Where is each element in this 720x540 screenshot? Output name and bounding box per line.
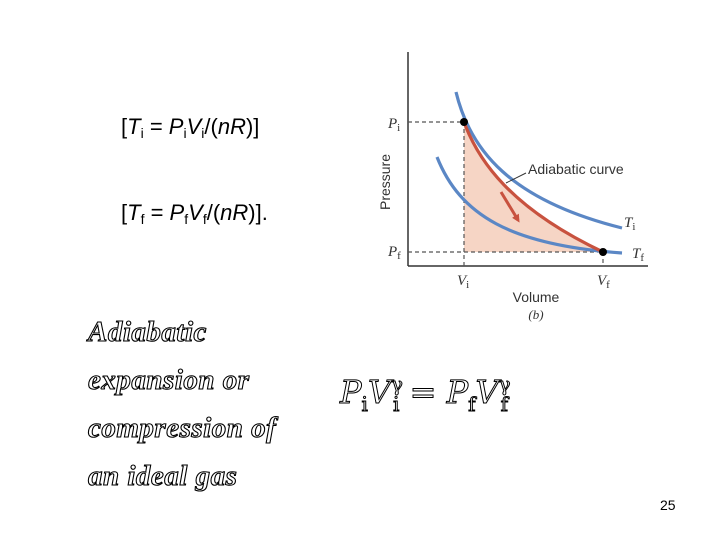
caption-line: an ideal gas — [87, 459, 238, 492]
vf-label: Vf — [597, 273, 610, 291]
temperature-symbol: T — [127, 200, 141, 225]
ti-label: Ti — [624, 215, 635, 233]
volume-symbol: V — [188, 200, 203, 225]
initial-state-point — [460, 118, 468, 126]
adiabatic-curve-label: Adiabatic curve — [528, 161, 624, 177]
caption: Adiabatic expansion or compression of an… — [87, 308, 277, 500]
tf-label: Tf — [632, 246, 644, 264]
bracket: [ — [121, 114, 128, 139]
pf-label: Pf — [387, 244, 401, 262]
isotherm-ti-curve — [454, 91, 623, 230]
caption-line: compression of — [87, 411, 277, 444]
panel-label: (b) — [528, 307, 543, 322]
isotherm-tf-curve — [435, 156, 623, 255]
adiabatic-equation: PiVγi = PfVγf — [340, 372, 512, 417]
final-temperature-equation: [Tf = PfVf/(nR)]. — [121, 200, 268, 227]
subscript: f — [468, 392, 476, 417]
work-area — [464, 122, 603, 252]
pressure-axis-label: Pressure — [377, 154, 393, 210]
volume-axis-label: Volume — [513, 289, 560, 305]
subscript: i — [201, 125, 205, 141]
volume-symbol: V — [475, 373, 499, 412]
subscript: f — [140, 211, 145, 227]
page-number: 25 — [660, 497, 676, 513]
caption-line: Adiabatic — [87, 315, 207, 348]
pressure-symbol: P — [340, 373, 363, 412]
adiabatic-curve — [462, 121, 604, 254]
bracket: [ — [121, 200, 128, 225]
volume-symbol: V — [367, 373, 392, 412]
direction-arrow — [499, 191, 520, 223]
subscript: i — [392, 392, 400, 417]
pv-diagram: Adiabatic curve Pressure Volume (b) Pi P… — [377, 52, 648, 322]
caption-line: expansion or — [87, 363, 250, 396]
nr-symbol: nR — [217, 114, 246, 139]
divide-sign: /( — [204, 114, 218, 139]
pressure-symbol: P — [169, 200, 185, 225]
subscript: i — [140, 125, 144, 141]
equals-sign: = — [399, 373, 447, 412]
gamma-exponent: γ — [391, 372, 404, 397]
pressure-symbol: P — [168, 114, 184, 139]
equals-sign: = — [143, 114, 169, 139]
equals-sign: = — [144, 200, 170, 225]
curve-label-leader — [505, 172, 527, 184]
subscript: f — [500, 392, 508, 417]
temperature-symbol: T — [127, 114, 141, 139]
subscript: f — [184, 211, 189, 227]
bracket: )] — [245, 114, 260, 139]
nr-symbol: nR — [220, 200, 249, 225]
subscript: f — [202, 211, 207, 227]
initial-temperature-equation: [Ti = PiVi/(nR)] — [121, 114, 259, 141]
vi-label: Vi — [457, 273, 469, 291]
pressure-symbol: P — [446, 373, 469, 412]
volume-symbol: V — [186, 114, 202, 139]
gamma-exponent: γ — [498, 372, 511, 397]
pi-label: Pi — [387, 116, 400, 134]
divide-sign: /( — [206, 200, 221, 225]
subscript: i — [361, 392, 368, 417]
bracket: )]. — [248, 200, 268, 225]
subscript: i — [183, 125, 187, 141]
final-state-point — [599, 248, 607, 256]
